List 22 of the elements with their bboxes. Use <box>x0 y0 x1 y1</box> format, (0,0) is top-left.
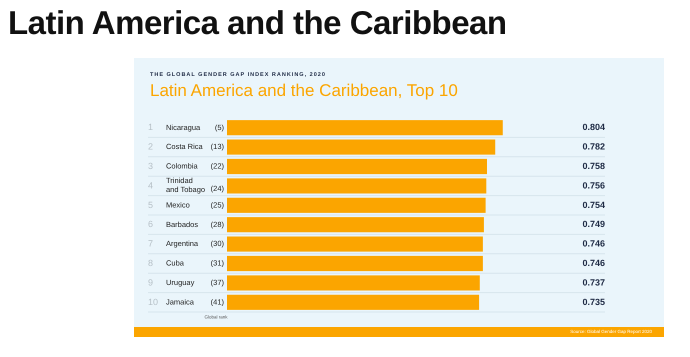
data-label: 0.782 <box>582 142 605 152</box>
data-label: 0.746 <box>582 238 605 249</box>
bar <box>227 236 483 252</box>
data-label: 0.746 <box>582 258 605 268</box>
data-label: 0.804 <box>582 122 605 132</box>
chart-title: Latin America and the Caribbean <box>8 4 507 42</box>
data-label: 0.756 <box>582 180 605 190</box>
bar <box>227 178 486 194</box>
bar <box>227 120 503 136</box>
bar <box>227 198 486 213</box>
data-label: 0.749 <box>582 219 605 230</box>
bar <box>227 256 483 272</box>
data-label: 0.737 <box>582 277 605 288</box>
data-label: 0.735 <box>582 296 605 307</box>
text: Latin America and the Caribbean, Top 10 <box>150 81 458 101</box>
bar <box>227 275 480 290</box>
bar <box>227 158 487 174</box>
bar <box>227 294 480 310</box>
data-label: 0.758 <box>582 160 605 171</box>
bar <box>227 140 496 155</box>
data-label: 0.754 <box>582 200 605 210</box>
bar <box>227 217 484 232</box>
